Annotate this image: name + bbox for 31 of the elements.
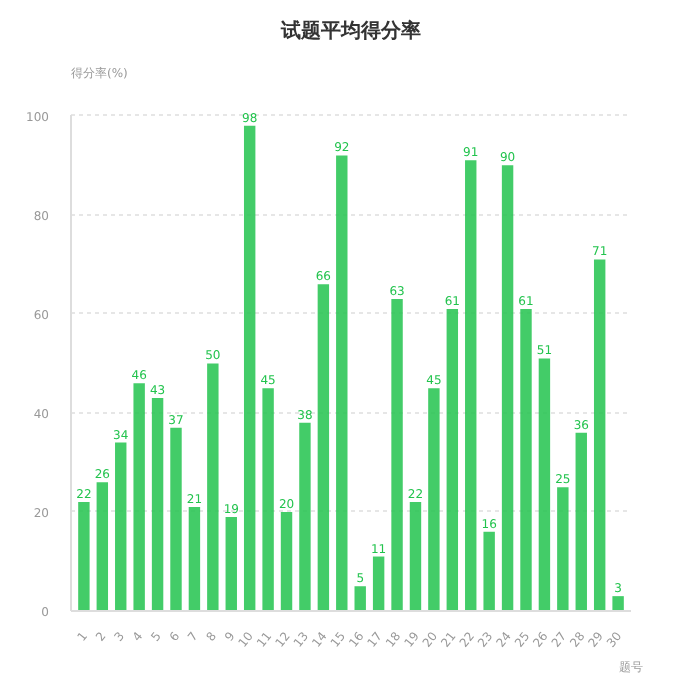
bar: [520, 308, 532, 611]
bar: [391, 299, 403, 611]
bar: [188, 507, 201, 611]
bar: [538, 358, 551, 611]
bar: [446, 308, 459, 611]
bar: [501, 165, 514, 611]
bar: [151, 398, 164, 611]
chart-title: 试题平均得分率: [279, 19, 421, 43]
bar: [483, 531, 495, 611]
bar: [133, 383, 145, 611]
bar: [207, 363, 219, 611]
bar: [280, 511, 293, 611]
bar: [317, 284, 330, 611]
bar: [262, 388, 274, 611]
bar: [336, 155, 348, 611]
bar: [78, 502, 90, 611]
bar: [557, 487, 569, 611]
bar: [225, 516, 237, 611]
bar: [428, 388, 440, 611]
bar: [354, 586, 366, 611]
bar: [575, 432, 587, 611]
bar: [96, 482, 109, 611]
bar: [372, 556, 385, 611]
bar: [115, 442, 127, 611]
bar: [612, 596, 624, 611]
bar: [170, 427, 182, 611]
bar: [243, 125, 256, 611]
bar: [465, 160, 477, 611]
bar: [593, 259, 606, 611]
bar: [299, 422, 311, 611]
bar: [409, 502, 422, 611]
